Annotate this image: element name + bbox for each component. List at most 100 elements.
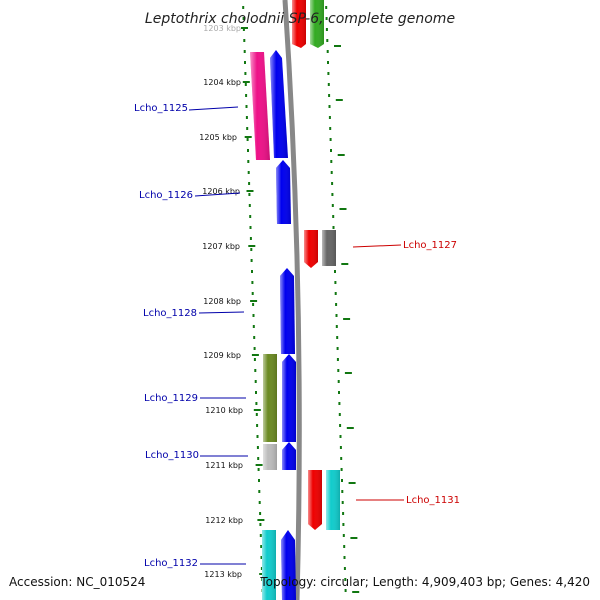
- kbp-label: 1206 kbp: [202, 187, 240, 196]
- summary-text: Topology: circular; Length: 4,909,403 bp…: [259, 575, 590, 589]
- tick-major: [244, 136, 252, 138]
- tick-tracks: [241, 6, 360, 593]
- tick-mark: [327, 61, 329, 64]
- leader-lcho-1128: [198, 311, 245, 314]
- tick-mark: [251, 281, 254, 284]
- tick-mark: [253, 347, 256, 350]
- tick-mark: [327, 72, 330, 75]
- tick-mark: [338, 391, 340, 394]
- tick-mark: [260, 545, 263, 548]
- tick-mark: [249, 215, 252, 218]
- tick-mark: [245, 105, 248, 108]
- kbp-label: 1208 kbp: [203, 297, 241, 306]
- map-title: Leptothrix cholodnii SP-6, complete geno…: [145, 11, 455, 27]
- tick-mark: [334, 292, 337, 295]
- tick-mark: [260, 567, 263, 570]
- tick-mark: [335, 325, 338, 328]
- tick-mark: [244, 72, 247, 75]
- tick-mark: [329, 127, 332, 130]
- tick-mark: [252, 325, 255, 328]
- tick-mark: [247, 171, 250, 174]
- tick-mark: [338, 402, 341, 405]
- tick-mark: [335, 303, 338, 306]
- tick-major: [339, 208, 347, 210]
- tick-mark: [244, 61, 246, 64]
- tick-mark: [341, 490, 344, 493]
- label-leaders: [188, 106, 404, 565]
- tick-mark: [344, 578, 347, 581]
- tick-mark: [245, 94, 248, 97]
- kbp-label: 1203 kbp: [203, 24, 241, 33]
- kbp-scale: 1203 kbp 1204 kbp 1205 kbp 1206 kbp 1207…: [199, 24, 243, 579]
- tick-mark: [339, 446, 342, 449]
- tick-mark: [249, 226, 252, 229]
- tick-mark: [247, 160, 250, 163]
- tick-mark: [325, 6, 328, 9]
- tick-mark: [344, 589, 347, 592]
- tick-mark: [342, 534, 345, 537]
- tick-mark: [250, 259, 253, 262]
- tick-major: [242, 81, 250, 83]
- tick-major: [344, 372, 352, 374]
- tick-mark: [328, 116, 331, 119]
- tick-mark: [326, 39, 329, 42]
- tick-mark: [255, 391, 257, 394]
- tick-mark: [331, 182, 334, 185]
- tick-major: [352, 591, 360, 593]
- tick-mark: [253, 336, 256, 339]
- gene-label-lcho-1130[interactable]: Lcho_1130: [145, 450, 199, 461]
- tick-major: [350, 537, 358, 539]
- gene-label-lcho-1127[interactable]: Lcho_1127: [403, 240, 457, 251]
- tick-mark: [254, 380, 257, 383]
- tick-mark: [341, 501, 344, 504]
- gene-label-lcho-1126[interactable]: Lcho_1126: [139, 190, 193, 201]
- tick-major: [334, 45, 341, 47]
- gene-label-lcho-1125[interactable]: Lcho_1125: [134, 103, 188, 114]
- tick-mark: [325, 28, 328, 31]
- tick-mark: [329, 138, 332, 141]
- leader-lcho-1127: [352, 244, 402, 248]
- tick-mark: [248, 204, 251, 207]
- tick-mark: [251, 270, 253, 273]
- tick-mark: [336, 358, 339, 361]
- gene-label-lcho-1129[interactable]: Lcho_1129: [144, 393, 198, 404]
- gene-label-lcho-1132[interactable]: Lcho_1132: [144, 558, 198, 569]
- gene-label-lcho-1128[interactable]: Lcho_1128: [143, 308, 197, 319]
- tick-mark: [250, 248, 253, 251]
- tick-mark: [325, 17, 328, 20]
- tick-major: [257, 519, 265, 521]
- tick-major: [241, 27, 248, 29]
- leader-lcho-1126: [194, 192, 241, 197]
- tick-major: [253, 409, 261, 411]
- tick-mark: [258, 490, 261, 493]
- tick-mark: [252, 303, 255, 306]
- tick-mark: [242, 17, 245, 20]
- tick-mark: [243, 39, 246, 42]
- kbp-label: 1209 kbp: [203, 351, 241, 360]
- tick-mark: [339, 435, 342, 438]
- tick-mark: [257, 468, 260, 471]
- tick-mark: [330, 149, 332, 152]
- tick-major: [343, 318, 351, 320]
- tick-mark: [246, 127, 249, 130]
- gene-labels: Lcho_1125 Lcho_1126 Lcho_1128 Lcho_1129 …: [134, 103, 460, 569]
- kbp-label: 1211 kbp: [205, 461, 243, 470]
- tick-mark: [259, 523, 262, 526]
- tick-mark: [339, 424, 342, 427]
- tick-mark: [336, 336, 339, 339]
- gene-label-lcho-1131[interactable]: Lcho_1131: [406, 495, 460, 506]
- tick-mark: [255, 413, 258, 416]
- tick-mark: [260, 556, 263, 559]
- tick-major: [251, 354, 259, 356]
- tick-major: [341, 263, 349, 265]
- tick-major: [248, 245, 256, 247]
- tick-mark: [340, 457, 343, 460]
- tick-mark: [342, 523, 345, 526]
- tick-mark: [253, 358, 256, 361]
- tick-mark: [338, 413, 341, 416]
- tick-mark: [247, 149, 249, 152]
- kbp-label: 1212 kbp: [205, 516, 243, 525]
- kbp-label: 1204 kbp: [203, 78, 241, 87]
- tick-mark: [259, 534, 262, 537]
- kbp-label: 1205 kbp: [199, 133, 237, 142]
